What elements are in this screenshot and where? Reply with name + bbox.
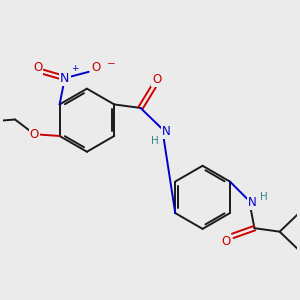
Text: N: N bbox=[248, 196, 256, 209]
Text: N: N bbox=[162, 124, 171, 138]
Text: +: + bbox=[71, 64, 79, 73]
Text: N: N bbox=[60, 72, 70, 85]
Text: H: H bbox=[260, 192, 268, 202]
Text: O: O bbox=[152, 73, 161, 86]
Text: O: O bbox=[33, 61, 43, 74]
Text: −: − bbox=[107, 59, 116, 69]
Text: O: O bbox=[92, 61, 101, 74]
Text: O: O bbox=[30, 128, 39, 141]
Text: O: O bbox=[221, 235, 230, 248]
Text: H: H bbox=[151, 136, 158, 146]
